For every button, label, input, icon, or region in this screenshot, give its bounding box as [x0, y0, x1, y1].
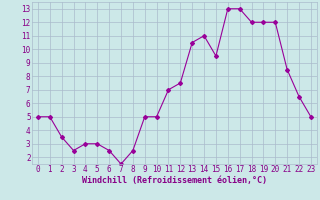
- X-axis label: Windchill (Refroidissement éolien,°C): Windchill (Refroidissement éolien,°C): [82, 176, 267, 185]
